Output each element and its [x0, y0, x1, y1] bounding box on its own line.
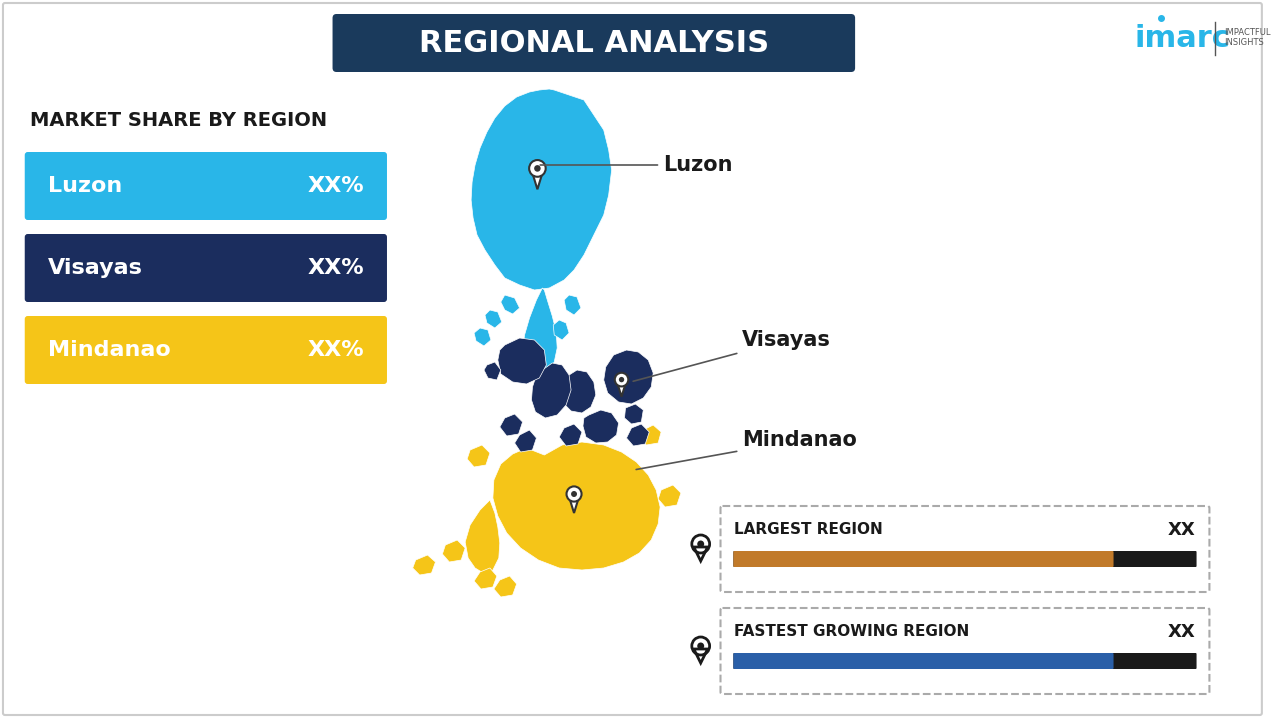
Text: MARKET SHARE BY REGION: MARKET SHARE BY REGION	[29, 110, 326, 130]
Polygon shape	[498, 338, 547, 384]
FancyBboxPatch shape	[24, 316, 387, 384]
Circle shape	[567, 487, 581, 502]
Circle shape	[614, 373, 628, 387]
Circle shape	[698, 642, 704, 649]
FancyBboxPatch shape	[24, 152, 387, 220]
Polygon shape	[564, 295, 581, 315]
Polygon shape	[474, 568, 497, 589]
Polygon shape	[412, 555, 435, 575]
Text: XX: XX	[1167, 521, 1196, 539]
Text: Mindanao: Mindanao	[47, 340, 170, 360]
Text: REGIONAL ANALYSIS: REGIONAL ANALYSIS	[419, 29, 769, 58]
FancyBboxPatch shape	[721, 506, 1210, 592]
Polygon shape	[467, 445, 490, 467]
Text: LARGEST REGION: LARGEST REGION	[735, 523, 883, 538]
Text: XX%: XX%	[307, 258, 365, 278]
Polygon shape	[465, 500, 499, 574]
Polygon shape	[625, 404, 644, 424]
Polygon shape	[639, 425, 662, 445]
Text: XX%: XX%	[307, 340, 365, 360]
Polygon shape	[485, 310, 502, 328]
Text: Visayas: Visayas	[47, 258, 142, 278]
Text: FASTEST GROWING REGION: FASTEST GROWING REGION	[735, 624, 970, 639]
Text: XX%: XX%	[307, 176, 365, 196]
Polygon shape	[531, 169, 544, 189]
FancyBboxPatch shape	[733, 653, 1197, 669]
Polygon shape	[494, 576, 517, 597]
Circle shape	[534, 165, 540, 171]
Polygon shape	[531, 363, 571, 418]
Polygon shape	[559, 424, 582, 446]
Text: imarc: imarc	[1135, 24, 1230, 53]
FancyBboxPatch shape	[733, 653, 1114, 669]
Text: Visayas: Visayas	[634, 330, 831, 382]
Text: Luzon: Luzon	[47, 176, 122, 196]
Polygon shape	[499, 414, 522, 436]
Polygon shape	[522, 288, 557, 375]
FancyBboxPatch shape	[333, 14, 855, 72]
Polygon shape	[568, 495, 580, 513]
Polygon shape	[658, 485, 681, 507]
Polygon shape	[626, 424, 649, 446]
Text: INSIGHTS: INSIGHTS	[1224, 37, 1265, 47]
Polygon shape	[617, 380, 626, 397]
FancyBboxPatch shape	[733, 551, 1114, 567]
Circle shape	[571, 491, 577, 497]
Circle shape	[529, 160, 545, 177]
Text: XX: XX	[1167, 623, 1196, 641]
Polygon shape	[471, 89, 612, 290]
Polygon shape	[474, 328, 492, 346]
Polygon shape	[484, 362, 500, 380]
Circle shape	[698, 541, 704, 547]
Polygon shape	[493, 442, 660, 570]
FancyBboxPatch shape	[733, 551, 1197, 567]
Polygon shape	[500, 295, 520, 314]
Text: Mindanao: Mindanao	[636, 430, 858, 469]
Polygon shape	[553, 320, 570, 340]
FancyBboxPatch shape	[721, 608, 1210, 694]
Polygon shape	[604, 350, 653, 404]
Circle shape	[618, 377, 625, 382]
Text: Luzon: Luzon	[540, 155, 732, 175]
Polygon shape	[515, 430, 536, 452]
Polygon shape	[562, 370, 595, 413]
Text: IMPACTFUL: IMPACTFUL	[1224, 27, 1271, 37]
FancyBboxPatch shape	[24, 234, 387, 302]
Polygon shape	[443, 540, 465, 562]
Polygon shape	[582, 410, 618, 443]
